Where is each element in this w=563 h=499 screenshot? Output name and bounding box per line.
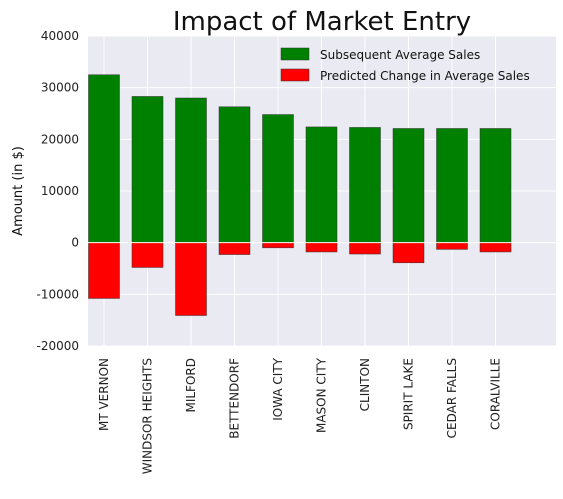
x-tick-label: IOWA CITY xyxy=(271,357,285,420)
legend: Subsequent Average Sales Predicted Change… xyxy=(280,47,530,83)
bar xyxy=(479,128,512,243)
bars xyxy=(88,74,556,316)
bar xyxy=(392,242,425,264)
bar xyxy=(88,242,120,299)
bar xyxy=(349,127,381,243)
bar xyxy=(305,242,338,253)
chart-title: Impact of Market Entry xyxy=(173,7,471,37)
y-tick-label: 40000 xyxy=(41,29,79,43)
y-axis-label: Amount (in $) xyxy=(11,146,26,236)
bar xyxy=(218,106,251,243)
bar xyxy=(88,74,120,243)
y-tick-label: 0 xyxy=(71,236,79,250)
bar xyxy=(305,126,338,243)
bar xyxy=(262,242,294,249)
bar xyxy=(392,128,425,243)
bar xyxy=(175,97,207,243)
legend-label: Subsequent Average Sales xyxy=(320,48,480,62)
x-tick-label: WINDSOR HEIGHTS xyxy=(141,358,155,474)
y-tick-label: 20000 xyxy=(41,132,79,146)
bar xyxy=(262,114,294,243)
x-tick-label: CORALVILLE xyxy=(489,358,503,430)
legend-swatch xyxy=(280,47,310,61)
y-tick-label: 30000 xyxy=(41,81,79,95)
bar xyxy=(479,242,512,253)
x-tick-label: CEDAR FALLS xyxy=(445,358,459,438)
x-tick-label: MILFORD xyxy=(184,358,198,413)
y-tick-label: -20000 xyxy=(36,339,79,353)
x-tick-labels: MT VERNON WINDSOR HEIGHTS MILFORD BETTENDOR… xyxy=(97,357,503,474)
bar xyxy=(175,242,207,316)
bar xyxy=(436,242,468,250)
bar xyxy=(436,128,468,243)
x-tick-label: SPIRIT LAKE xyxy=(402,358,416,430)
bar xyxy=(349,242,381,255)
x-tick-label: BETTENDORF xyxy=(228,358,242,439)
legend-label: Predicted Change in Average Sales xyxy=(320,69,530,83)
bar xyxy=(131,242,164,268)
y-tick-label: 10000 xyxy=(41,184,79,198)
x-tick-label: MT VERNON xyxy=(97,358,111,431)
bar xyxy=(218,242,251,255)
bar xyxy=(131,96,164,243)
x-tick-label: CLINTON xyxy=(358,358,372,411)
y-tick-label: -10000 xyxy=(36,287,79,301)
x-tick-label: MASON CITY xyxy=(315,357,329,433)
y-tick-labels: -20000 -10000 0 10000 20000 30000 40000 xyxy=(36,29,79,353)
legend-swatch xyxy=(280,68,310,82)
